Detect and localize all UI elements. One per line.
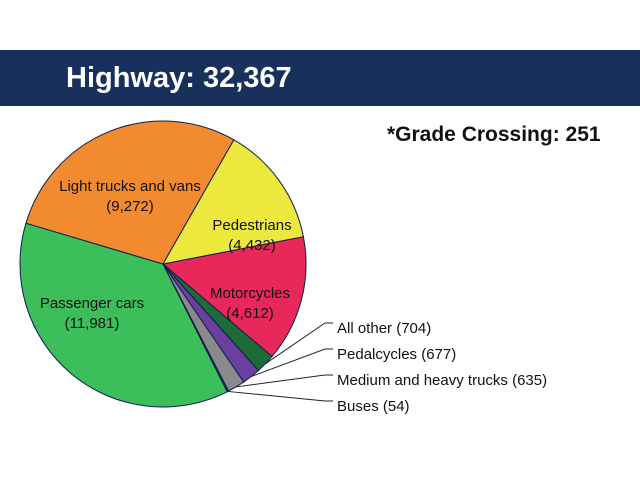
pie-slice-pedestrians: [162, 139, 304, 265]
slice-value-light-trucks-and-vans: (9,272): [106, 198, 154, 215]
grade-crossing-annotation: *Grade Crossing: 251: [387, 123, 601, 146]
slice-label-motorcycles: Motorcycles: [210, 285, 290, 302]
slice-value-passenger-cars: (11,981): [65, 315, 120, 332]
chart-title: Highway: 32,367: [66, 62, 292, 94]
leader-line-medium-and-heavy-trucks: [236, 374, 333, 388]
callout-label-medium-and-heavy-trucks: Medium and heavy trucks (635): [337, 372, 547, 389]
slice-value-pedestrians: (4,432): [228, 237, 276, 254]
slice-label-passenger-cars: Passenger cars: [40, 295, 144, 312]
callout-label-buses: Buses (54): [337, 398, 410, 415]
callout-label-all-other: All other (704): [337, 320, 431, 337]
pie-slice-passenger-cars: [19, 222, 228, 408]
title-bar: Highway: 32,367: [0, 50, 640, 106]
pie-slice-light-trucks-and-vans: [25, 120, 235, 265]
slice-value-motorcycles: (4,612): [226, 305, 274, 322]
pie-labels: Motorcycles (4,612) All other (704) Pedalcy…: [40, 178, 547, 415]
slice-label-light-trucks-and-vans: Light trucks and vans: [59, 178, 201, 195]
leader-line-buses: [227, 390, 333, 402]
pie-slice-motorcycles: [161, 236, 307, 358]
slice-label-pedestrians: Pedestrians: [212, 217, 291, 234]
pie-slices: [19, 120, 307, 408]
leader-line-pedalcycles: [251, 348, 333, 377]
callout-label-pedalcycles: Pedalcycles (677): [337, 346, 456, 363]
leader-line-all-other: [265, 322, 333, 365]
